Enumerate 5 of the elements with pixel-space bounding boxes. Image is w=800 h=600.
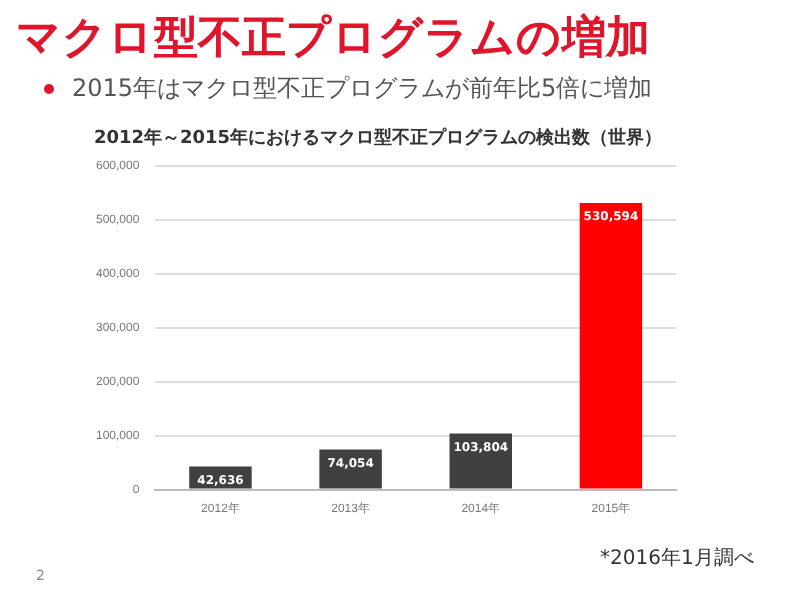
text: マクロ型不正プログラムの増加 bbox=[16, 11, 650, 68]
chart-title: 2012年～2015年におけるマクロ型不正プログラムの検出数（世界） bbox=[93, 127, 663, 150]
text: *2016年1月調べ bbox=[600, 545, 754, 572]
bar bbox=[579, 203, 643, 489]
text: 2015年はマクロ型不正プログラムが前年比5倍に増加 bbox=[72, 72, 653, 106]
